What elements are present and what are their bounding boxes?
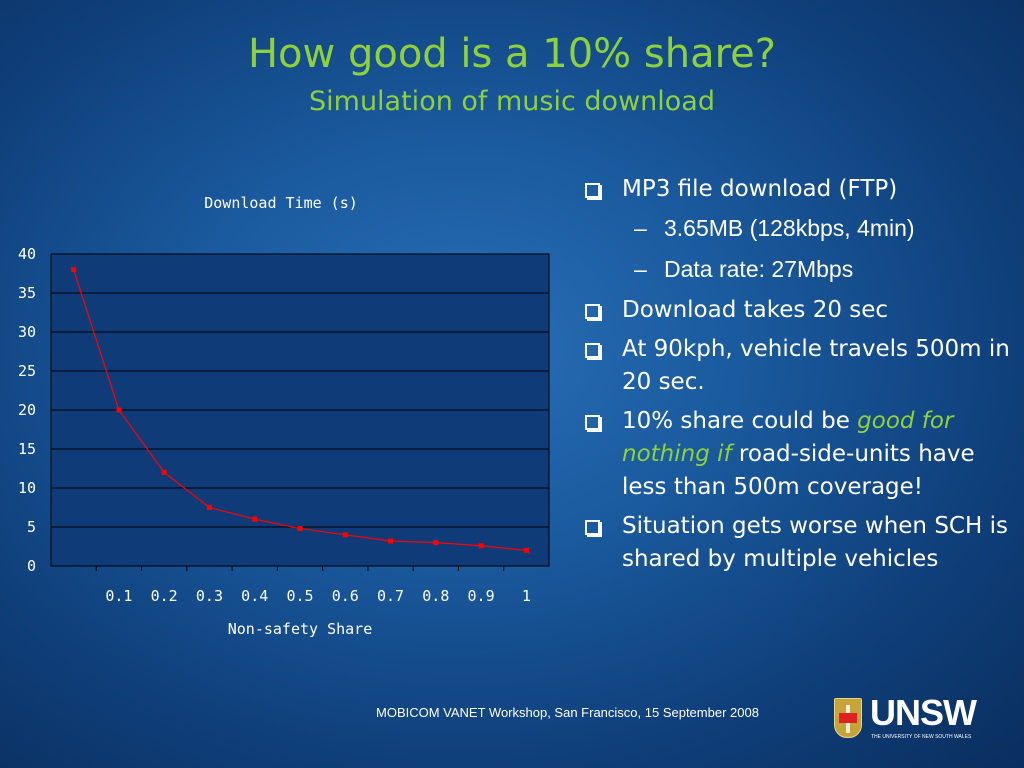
y-tick-label: 0: [27, 557, 36, 575]
footer-text: MOBICOM VANET Workshop, San Francisco, 1…: [376, 705, 759, 720]
x-tick-label: 0.8: [422, 587, 449, 605]
y-tick-label: 5: [27, 518, 36, 536]
data-point: [116, 407, 122, 413]
emphasis-text: good for nothing if: [622, 408, 954, 467]
data-point: [252, 516, 258, 522]
y-tick-label: 35: [18, 284, 36, 302]
x-tick-label: 0.7: [377, 587, 404, 605]
data-point: [206, 505, 212, 510]
data-point: [161, 469, 167, 475]
checkbox-bullet-icon: [585, 183, 600, 198]
chart-title: Download Time (s): [204, 194, 358, 212]
y-tick-label: 20: [18, 401, 36, 419]
bullet-item: 10% share could be good for nothing if r…: [582, 405, 1012, 504]
y-axis-ticks: 0 5 10 15 20 25 30 35 40: [18, 245, 36, 575]
x-tick-label: 0.5: [286, 587, 313, 605]
gridlines: [51, 253, 549, 567]
slide-title: How good is a 10% share?: [247, 31, 777, 77]
sub-bullet-item: – Data rate: 27Mbps: [634, 256, 854, 282]
bullet-item: Situation gets worse when SCH is shared …: [582, 510, 1012, 576]
logo-tagline: THE UNIVERSITY OF NEW SOUTH WALES: [871, 734, 972, 740]
y-tick-label: 40: [18, 245, 36, 263]
data-point: [388, 538, 394, 544]
checkbox-bullet-icon: [585, 415, 600, 430]
x-tick-label: 0.3: [196, 587, 223, 605]
unsw-logo: UNSW THE UNIVERSITY OF NEW SOUTH WALES: [834, 692, 994, 746]
data-point: [433, 540, 439, 546]
data-point: [342, 532, 348, 538]
y-tick-label: 10: [18, 479, 36, 497]
x-tick-label: 0.2: [151, 587, 178, 605]
sub-bullet-item: –3.65MB (128kbps, 4min): [634, 215, 915, 241]
data-point: [478, 543, 484, 549]
bullet-item: Download takes 20 sec: [582, 294, 1012, 327]
data-point: [71, 267, 77, 273]
data-point: [523, 547, 529, 553]
crest-icon: [834, 698, 862, 738]
y-tick-label: 25: [18, 362, 36, 380]
checkbox-bullet-icon: [585, 343, 600, 358]
slide-subtitle: Simulation of music download: [309, 86, 715, 117]
checkbox-bullet-icon: [585, 304, 600, 319]
data-point: [297, 526, 303, 532]
x-axis-ticks: 0.1 0.2 0.3 0.4 0.5 0.6 0.7 0.8 0.9 1: [95, 566, 531, 605]
y-tick-label: 30: [18, 323, 36, 341]
bullet-list: MP3 file download (FTP) –3.65MB (128kbps…: [582, 173, 1012, 582]
x-tick-label: 0.1: [105, 587, 132, 605]
logo-wordmark: UNSW: [870, 692, 977, 733]
x-tick-label: 0.9: [468, 587, 495, 605]
bullet-item: MP3 file download (FTP): [582, 173, 1012, 206]
y-tick-label: 15: [18, 440, 36, 458]
x-axis-label: Non-safety Share: [228, 620, 373, 638]
data-series: [71, 267, 529, 553]
checkbox-bullet-icon: [585, 520, 600, 535]
x-tick-label: 0.4: [241, 587, 268, 605]
x-tick-label: 0.6: [332, 587, 359, 605]
bullet-item: At 90kph, vehicle travels 500m in 20 sec…: [582, 333, 1012, 399]
x-tick-label: 1: [522, 587, 531, 605]
